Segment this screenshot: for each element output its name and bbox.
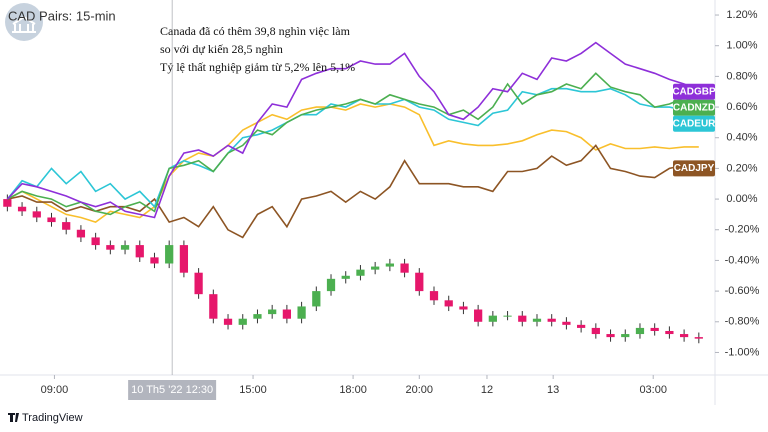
candle-body [488, 315, 497, 322]
candle-body [165, 245, 174, 264]
legend-label: CADGBP [672, 86, 716, 97]
candle-body [606, 334, 615, 338]
annotation: so với dự kiến 28,5 nghìn [160, 42, 283, 56]
candle-body [268, 309, 277, 315]
x-tick-label: 20:00 [406, 384, 434, 396]
candle-body [297, 306, 306, 319]
candle-body [694, 337, 703, 339]
x-tick-label: 12 [481, 384, 493, 396]
y-tick-label: -0.40% [725, 254, 760, 266]
candle-body [326, 278, 336, 292]
series-line [6, 41, 700, 219]
candle-body [547, 318, 556, 322]
series-tag [673, 115, 715, 132]
series-tag [673, 99, 715, 116]
candle-body [120, 245, 130, 250]
legend-label: CADJPY [674, 163, 715, 174]
candle-body [518, 315, 527, 322]
candle-body [312, 291, 321, 307]
y-tick-label: -0.80% [725, 316, 760, 328]
candle-body [415, 272, 424, 292]
candle-body [429, 291, 439, 301]
candle-body [356, 269, 365, 276]
candle-body [562, 321, 571, 325]
candle-body [665, 330, 674, 335]
series-tag [673, 83, 715, 100]
candle-body [223, 318, 233, 325]
y-tick-label: -0.60% [725, 285, 760, 297]
plot-area [3, 0, 703, 375]
candle-body [17, 206, 27, 212]
tradingview-logo [8, 413, 19, 422]
series-line [7, 103, 699, 223]
series-line [7, 72, 700, 216]
candle-body [400, 263, 409, 273]
candle-body [238, 318, 247, 325]
candle-body [532, 318, 542, 322]
candle-body [503, 315, 512, 317]
candle-body [150, 257, 159, 264]
legend-label: CADNZD [673, 102, 715, 113]
x-tick-label: 13 [547, 384, 559, 396]
series-tag [673, 160, 715, 177]
candle-body [62, 222, 71, 230]
candle-body [76, 229, 86, 238]
x-tick-label: 18:00 [339, 384, 367, 396]
chart-title: CAD Pairs: 15-min [8, 8, 116, 23]
candle-body [459, 306, 468, 310]
candle-body [32, 211, 41, 218]
candle-body [679, 334, 689, 338]
candle-body [341, 275, 350, 279]
candle-body [135, 245, 144, 258]
candle-body [106, 245, 115, 250]
y-tick-label: 0.80% [726, 70, 757, 82]
candle-body [282, 309, 292, 319]
y-tick-label: 1.20% [726, 9, 757, 21]
candle-body [209, 294, 218, 319]
y-tick-label: 0.00% [726, 193, 757, 205]
candle-body [635, 327, 645, 335]
candle-body [3, 199, 12, 207]
candle-body [47, 217, 56, 223]
annotation: Tỷ lệ thất nghiệp giảm từ 5,2% lên 5,1% [160, 60, 355, 74]
series-line [7, 144, 699, 239]
candle-body [253, 314, 262, 319]
y-tick-label: 0.60% [726, 101, 757, 113]
y-tick-label: 1.00% [726, 40, 757, 52]
candle-body [621, 334, 630, 338]
candle-body [444, 300, 453, 307]
annotation: Canada đã có thêm 39,8 nghìn việc làm [160, 24, 351, 38]
legend-label: CADEUR [673, 118, 717, 129]
crosshair-label-box [128, 380, 217, 400]
candle-body [179, 245, 189, 273]
x-tick-label: 09:00 [41, 384, 69, 396]
y-tick-label: -0.20% [725, 224, 760, 236]
x-tick-label: 03:00 [639, 384, 667, 396]
x-tick-label: 15:00 [239, 384, 267, 396]
candle-body [194, 272, 203, 295]
y-tick-label: 0.40% [726, 132, 757, 144]
candle-body [385, 263, 394, 267]
candle-body [650, 327, 659, 331]
candle-body [371, 266, 380, 270]
series-line [6, 87, 699, 209]
crosshair-label: 10 Th5 '22 12:30 [131, 384, 213, 396]
candle-body [474, 309, 483, 322]
candle-body [91, 237, 100, 246]
y-tick-label: -1.00% [725, 346, 760, 358]
candle-body [577, 324, 586, 328]
logo-icon [12, 15, 36, 33]
y-tick-label: 0.20% [726, 162, 757, 174]
candle-body [591, 327, 600, 335]
source: TradingView [22, 412, 83, 424]
